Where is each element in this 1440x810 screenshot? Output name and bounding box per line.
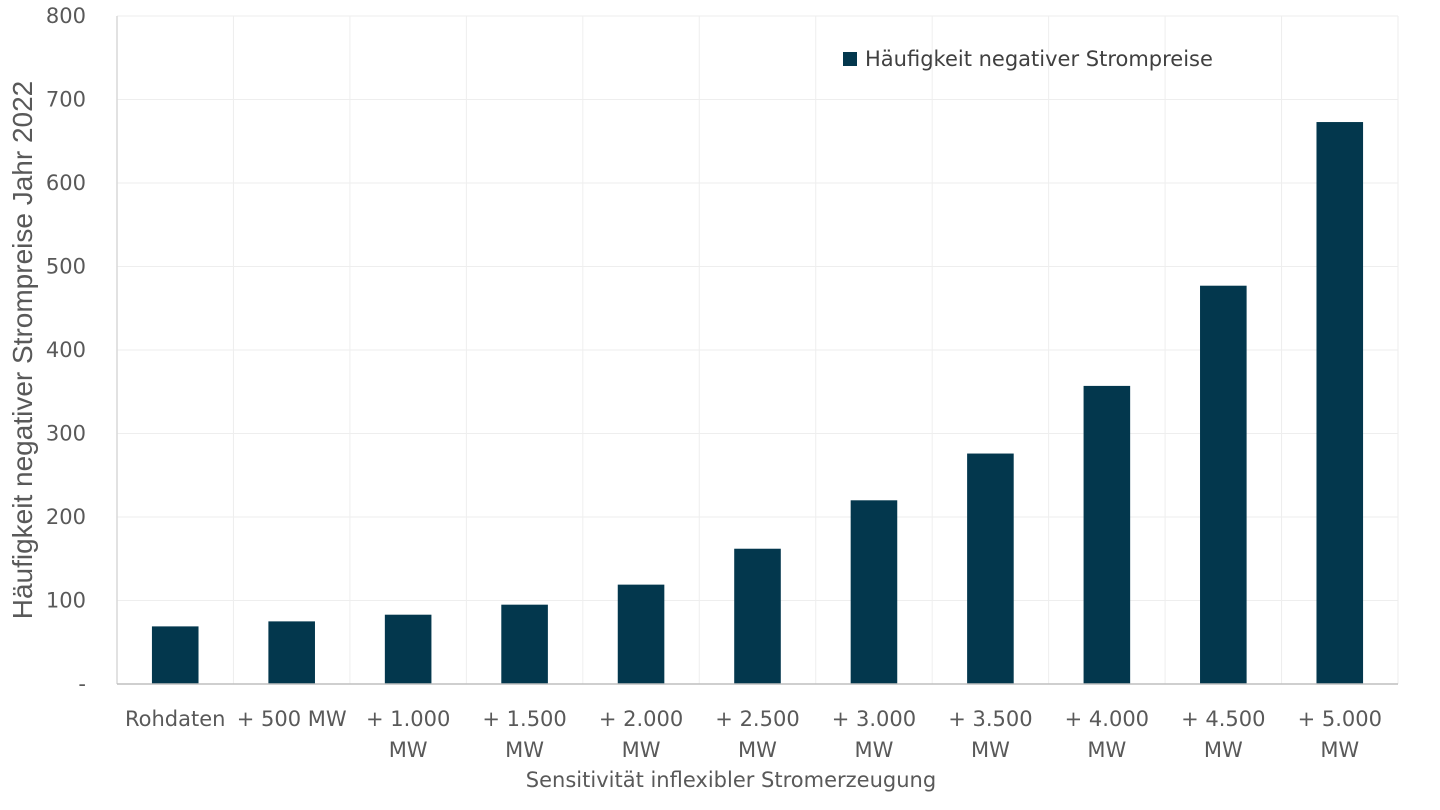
y-tick-label: 500 xyxy=(46,255,86,279)
bars xyxy=(151,122,1364,685)
x-tick-label: + 1.000 MW xyxy=(366,707,450,762)
y-tick-label: 400 xyxy=(46,338,86,362)
x-tick-labels: Rohdaten + 500 MW + 1.000 MW + 1.500 MW + 2.00… xyxy=(125,707,1382,762)
x-tick-label: + 4.500 MW xyxy=(1181,707,1265,762)
y-axis-title: Häufigkeit negativer Strompreise Jahr 20… xyxy=(7,81,38,620)
y-tick-labels: - 100 200 300 400 500 600 700 800 xyxy=(46,4,86,696)
bar xyxy=(617,584,665,684)
x-tick-label: + 2.000 MW xyxy=(599,707,683,762)
x-tick-label: + 3.500 MW xyxy=(948,707,1032,762)
x-tick-label: + 500 MW xyxy=(237,707,347,731)
bar xyxy=(1200,285,1247,684)
x-tick-label: + 5.000 MW xyxy=(1298,707,1382,762)
x-tick-label: + 2.500 MW xyxy=(715,707,799,762)
y-tick-label: 700 xyxy=(46,88,86,112)
y-tick-label: 200 xyxy=(46,505,86,529)
x-tick-label: + 3.000 MW xyxy=(832,707,916,762)
x-tick-label: + 4.000 MW xyxy=(1065,707,1149,762)
y-tick-label: 300 xyxy=(46,422,86,446)
legend: Häufigkeit negativer Strompreise xyxy=(843,47,1213,71)
bar xyxy=(501,604,548,684)
y-tick-label: - xyxy=(78,672,86,696)
bar xyxy=(1083,385,1131,684)
x-tick-label: + 1.500 MW xyxy=(482,707,566,762)
bar xyxy=(734,548,781,684)
bar xyxy=(151,626,199,684)
y-tick-label: 800 xyxy=(46,4,86,28)
x-tick-label: Rohdaten xyxy=(125,707,225,731)
bar xyxy=(384,614,432,684)
legend-label: Häufigkeit negativer Strompreise xyxy=(865,47,1213,71)
bar xyxy=(268,621,315,684)
bar xyxy=(967,453,1014,684)
legend-swatch xyxy=(843,52,857,66)
bar xyxy=(1316,122,1364,685)
bar xyxy=(850,500,898,684)
axes xyxy=(116,16,1398,685)
y-tick-label: 600 xyxy=(46,171,86,195)
y-tick-label: 100 xyxy=(46,589,86,613)
x-axis-title: Sensitivität inflexibler Stromerzeugung xyxy=(526,768,936,792)
gridlines xyxy=(117,15,1399,684)
